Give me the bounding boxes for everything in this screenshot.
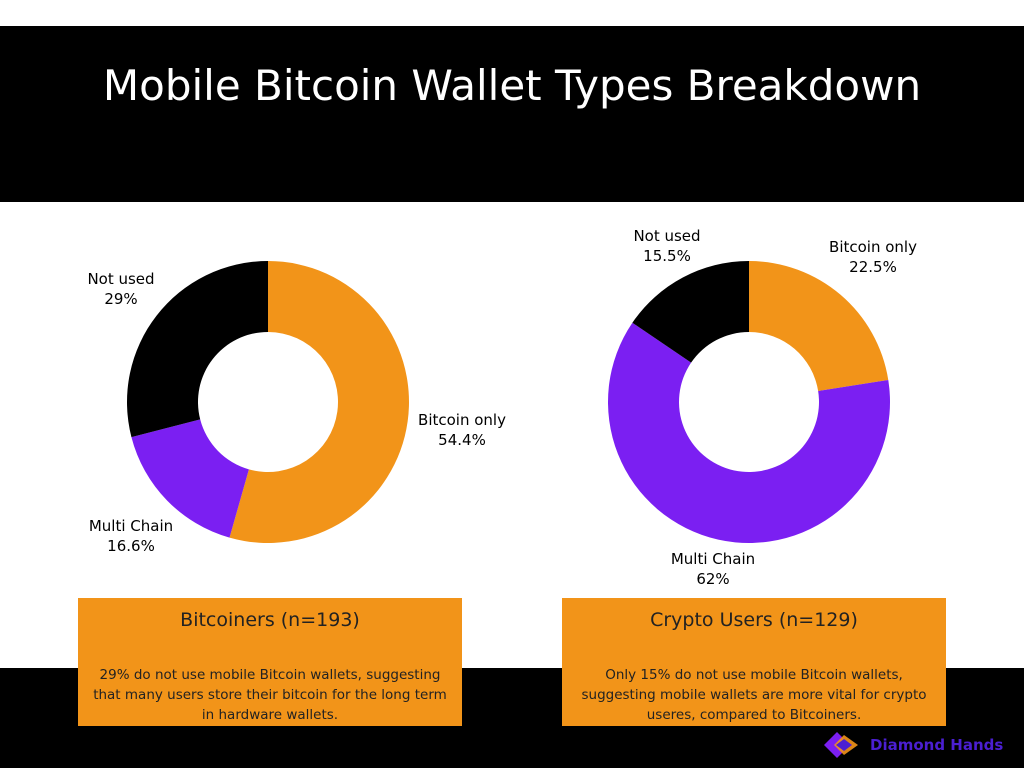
slice-value-label: 15.5% (643, 247, 691, 265)
donut-slice-multi-chain (131, 419, 249, 538)
card-text: Only 15% do not use mobile Bitcoin walle… (581, 667, 927, 723)
card-crypto-users: Crypto Users (n=129) Only 15% do not use… (562, 598, 946, 726)
header-band (0, 26, 1024, 202)
slice-label: Not used (87, 270, 154, 288)
card-bitcoiners: Bitcoiners (n=193) 29% do not use mobile… (78, 598, 462, 726)
donut-chart-crypto-users: Bitcoin only 22.5% Multi Chain 62% Not used 1… (607, 227, 917, 588)
brand: Diamond Hands (822, 728, 1022, 764)
slice-value-label: 16.6% (107, 537, 155, 555)
slice-label: Multi Chain (671, 550, 755, 568)
donut-slice-bitcoin-only (229, 261, 410, 543)
slice-label: Bitcoin only (418, 411, 506, 429)
slice-label: Not used (633, 227, 700, 245)
slice-value-label: 54.4% (438, 431, 486, 449)
brand-name: Diamond Hands (870, 736, 1004, 754)
donut-slice-bitcoin-only (749, 261, 889, 392)
card-text: 29% do not use mobile Bitcoin wallets, s… (93, 667, 447, 723)
donut-slice-multi-chain (607, 322, 890, 544)
card-title: Bitcoiners (n=193) (180, 609, 360, 631)
slice-value-label: 22.5% (849, 258, 897, 276)
slice-value-label: 62% (696, 570, 729, 588)
card-title: Crypto Users (n=129) (650, 609, 858, 631)
donut-chart-bitcoiners: Bitcoin only 54.4% Multi Chain 16.6% Not use… (87, 261, 506, 555)
slice-value-label: 29% (104, 290, 137, 308)
page-title: Mobile Bitcoin Wallet Types Breakdown (102, 61, 922, 110)
diamond-hands-logo-icon (824, 732, 858, 758)
slice-label: Multi Chain (89, 517, 173, 535)
donut-slice-not-used (127, 261, 268, 438)
slice-label: Bitcoin only (829, 238, 917, 256)
donut-slice-not-used (632, 261, 749, 363)
